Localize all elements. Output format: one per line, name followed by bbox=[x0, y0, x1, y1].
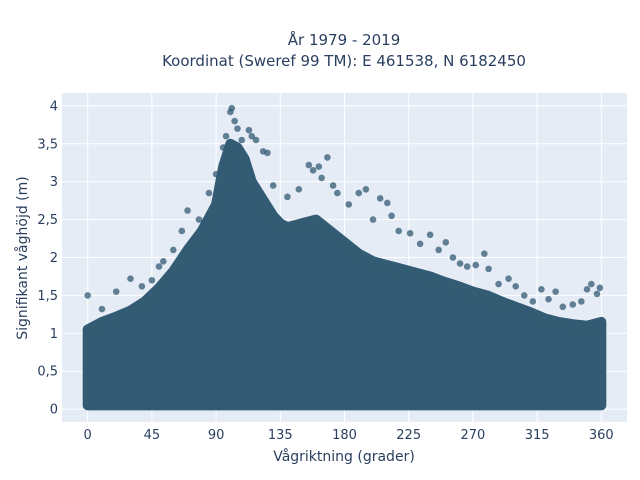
scatter-point bbox=[184, 207, 191, 214]
scatter-point bbox=[505, 275, 512, 283]
scatter-point bbox=[284, 193, 291, 201]
x-axis-ticks: 0 45 90 135 180 225 270 315 360 bbox=[84, 428, 614, 443]
scatter-point bbox=[238, 136, 246, 144]
scatter-point bbox=[583, 286, 591, 293]
scatter-point bbox=[309, 167, 317, 174]
y-axis-ticks: 0 0,5 1 1,5 2 2,5 3 3,5 4 bbox=[37, 99, 58, 417]
x-tick-label: 0 bbox=[84, 428, 92, 443]
scatter-point bbox=[228, 104, 236, 112]
scatter-point bbox=[588, 280, 595, 288]
x-tick-label: 225 bbox=[396, 428, 421, 443]
scatter-point bbox=[212, 170, 220, 178]
scatter-point bbox=[449, 254, 457, 261]
scatter-point bbox=[416, 240, 424, 248]
x-tick-label: 180 bbox=[332, 428, 357, 443]
scatter-point bbox=[596, 284, 604, 292]
scatter-point bbox=[148, 276, 156, 284]
scatter-point bbox=[205, 189, 213, 197]
y-tick-label: 1 bbox=[50, 327, 58, 342]
scatter-point bbox=[245, 126, 253, 134]
scatter-point bbox=[318, 174, 325, 182]
scatter-point bbox=[384, 199, 391, 207]
y-tick-label: 2 bbox=[50, 251, 58, 266]
scatter-point bbox=[345, 201, 353, 208]
scatter-point bbox=[138, 283, 146, 290]
scatter-point bbox=[481, 250, 488, 258]
scatter-points bbox=[84, 104, 604, 313]
scatter-point bbox=[127, 275, 134, 283]
y-tick-label: 3,5 bbox=[37, 137, 58, 152]
y-tick-label: 2,5 bbox=[37, 213, 58, 228]
scatter-point bbox=[329, 182, 337, 189]
scatter-point bbox=[495, 280, 502, 288]
scatter-point bbox=[426, 231, 434, 239]
x-tick-label: 45 bbox=[144, 428, 161, 443]
x-tick-label: 315 bbox=[525, 428, 550, 443]
scatter-point bbox=[295, 185, 303, 193]
y-tick-label: 4 bbox=[50, 99, 58, 114]
scatter-point bbox=[305, 161, 313, 169]
scatter-point bbox=[178, 227, 186, 235]
y-tick-label: 3 bbox=[50, 175, 58, 190]
scatter-point bbox=[376, 195, 384, 202]
scatter-point bbox=[545, 295, 552, 303]
scatter-point bbox=[169, 246, 177, 254]
scatter-point bbox=[569, 301, 577, 308]
scatter-point bbox=[248, 132, 256, 140]
scatter-point bbox=[219, 144, 227, 151]
scatter-point bbox=[252, 136, 260, 144]
scatter-point bbox=[334, 189, 341, 197]
chart-title-line-1: År 1979 - 2019 bbox=[288, 30, 401, 49]
scatter-point bbox=[395, 227, 403, 235]
scatter-point bbox=[362, 185, 370, 193]
scatter-point bbox=[155, 263, 163, 270]
x-tick-label: 135 bbox=[268, 428, 293, 443]
scatter-point bbox=[472, 261, 480, 269]
scatter-point bbox=[485, 265, 492, 273]
scatter-point bbox=[160, 257, 167, 265]
scatter-point bbox=[442, 239, 450, 246]
scatter-point bbox=[84, 292, 91, 299]
scatter-point bbox=[559, 303, 567, 311]
scatter-point bbox=[593, 290, 601, 298]
scatter-point bbox=[315, 163, 323, 170]
scatter-point bbox=[512, 283, 520, 290]
scatter-point bbox=[520, 292, 528, 299]
scatter-point bbox=[264, 149, 271, 157]
scatter-point bbox=[269, 182, 277, 189]
scatter-point bbox=[406, 229, 414, 237]
scatter-point bbox=[538, 286, 545, 293]
scatter-point bbox=[388, 212, 395, 220]
scatter-point bbox=[112, 288, 120, 295]
point-mass bbox=[82, 138, 607, 411]
scatter-point bbox=[195, 216, 203, 223]
scatter-point bbox=[355, 189, 363, 197]
scatter-point bbox=[463, 263, 471, 270]
y-axis-title: Signifikant våghöjd (m) bbox=[14, 176, 31, 339]
x-tick-label: 360 bbox=[589, 428, 614, 443]
scatter-point bbox=[578, 298, 585, 305]
scatter-point bbox=[552, 288, 559, 295]
scatter-point bbox=[435, 246, 442, 254]
scatter-point bbox=[369, 216, 377, 223]
x-tick-label: 90 bbox=[208, 428, 225, 443]
y-tick-label: 1,5 bbox=[37, 289, 58, 304]
chart-title-line-2: Koordinat (Sweref 99 TM): E 461538, N 61… bbox=[162, 52, 526, 70]
scatter-point bbox=[234, 125, 241, 132]
x-tick-label: 270 bbox=[460, 428, 485, 443]
point-mass-region bbox=[82, 138, 607, 411]
scatter-point bbox=[222, 132, 230, 140]
scatter-point bbox=[231, 117, 238, 125]
x-axis-title: Vågriktning (grader) bbox=[273, 448, 415, 465]
scatter-point bbox=[98, 305, 106, 313]
scatter-point bbox=[529, 298, 537, 305]
y-tick-label: 0 bbox=[50, 403, 58, 418]
y-tick-label: 0,5 bbox=[37, 365, 58, 380]
scatter-point bbox=[324, 154, 331, 161]
scatter-point bbox=[456, 260, 464, 267]
